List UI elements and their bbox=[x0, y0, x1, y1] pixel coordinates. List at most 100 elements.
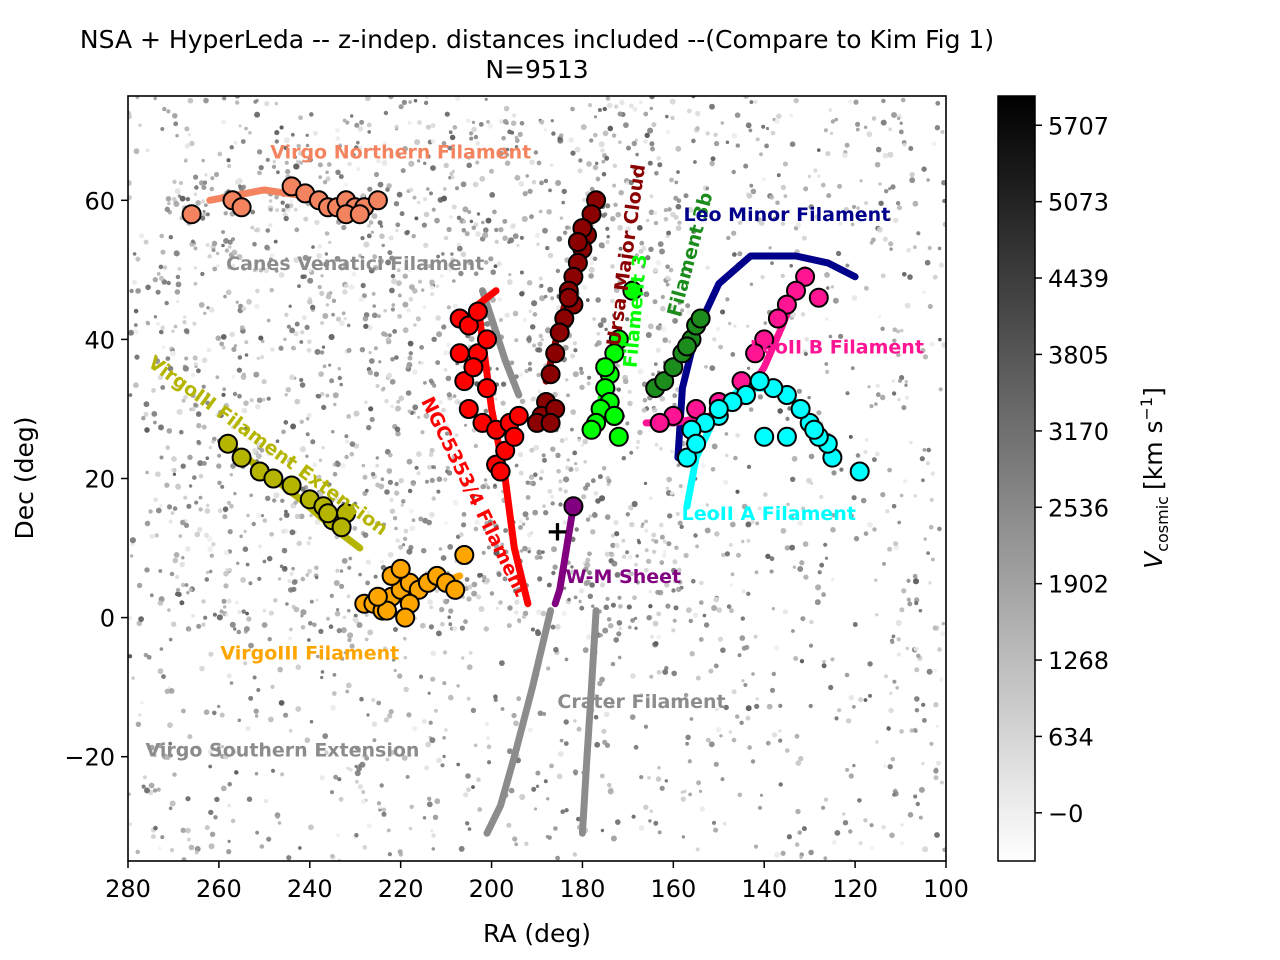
background-galaxy bbox=[340, 627, 347, 634]
background-galaxy bbox=[335, 169, 341, 175]
background-galaxy bbox=[274, 139, 279, 144]
background-galaxy bbox=[350, 114, 354, 118]
background-galaxy bbox=[887, 546, 893, 552]
background-galaxy bbox=[248, 695, 254, 701]
background-galaxy bbox=[443, 368, 448, 372]
background-galaxy bbox=[266, 396, 271, 401]
background-galaxy bbox=[482, 527, 487, 532]
background-galaxy bbox=[334, 255, 341, 262]
background-galaxy bbox=[699, 600, 704, 605]
background-galaxy bbox=[525, 516, 529, 521]
background-galaxy bbox=[289, 571, 294, 576]
background-galaxy bbox=[446, 392, 452, 398]
background-galaxy bbox=[709, 160, 715, 167]
background-galaxy bbox=[564, 437, 569, 441]
background-galaxy bbox=[371, 213, 378, 220]
background-galaxy bbox=[481, 579, 485, 583]
background-galaxy bbox=[731, 737, 737, 743]
filament-members bbox=[181, 176, 870, 628]
background-galaxy bbox=[832, 297, 839, 304]
background-galaxy bbox=[241, 266, 246, 271]
background-galaxy bbox=[400, 503, 405, 507]
background-galaxy bbox=[392, 658, 396, 662]
background-galaxy bbox=[429, 477, 435, 483]
background-galaxy bbox=[644, 548, 649, 553]
background-galaxy bbox=[544, 327, 551, 334]
background-galaxy bbox=[175, 483, 181, 489]
background-galaxy bbox=[600, 317, 607, 324]
background-galaxy bbox=[829, 131, 834, 135]
filament-member-point bbox=[595, 357, 616, 378]
background-galaxy bbox=[765, 740, 771, 746]
background-galaxy bbox=[905, 646, 909, 651]
background-galaxy bbox=[605, 239, 610, 245]
background-galaxy bbox=[506, 822, 512, 828]
background-galaxy bbox=[354, 770, 361, 777]
background-galaxy bbox=[378, 258, 384, 264]
background-galaxy bbox=[745, 705, 752, 712]
background-galaxy bbox=[674, 180, 679, 185]
background-galaxy bbox=[685, 303, 691, 309]
background-galaxy bbox=[613, 519, 619, 526]
background-galaxy bbox=[555, 855, 560, 861]
background-galaxy bbox=[519, 121, 525, 126]
background-galaxy bbox=[471, 581, 478, 588]
background-galaxy bbox=[358, 253, 362, 258]
background-galaxy bbox=[131, 279, 138, 286]
background-galaxy bbox=[668, 267, 674, 273]
background-galaxy bbox=[610, 264, 615, 269]
background-galaxy bbox=[657, 766, 661, 770]
background-galaxy bbox=[174, 188, 181, 195]
background-galaxy bbox=[573, 771, 578, 776]
background-galaxy bbox=[197, 460, 204, 467]
background-galaxy bbox=[364, 755, 370, 761]
background-galaxy bbox=[791, 629, 795, 633]
background-galaxy bbox=[757, 394, 764, 400]
background-galaxy bbox=[286, 855, 292, 861]
background-galaxy bbox=[285, 168, 291, 175]
background-galaxy bbox=[331, 691, 337, 696]
background-galaxy bbox=[899, 121, 903, 125]
background-galaxy bbox=[612, 183, 617, 188]
background-galaxy bbox=[602, 130, 609, 137]
background-galaxy bbox=[778, 703, 783, 709]
background-galaxy bbox=[770, 261, 774, 265]
background-galaxy bbox=[475, 231, 481, 238]
background-galaxy bbox=[921, 762, 925, 766]
filament-member-point bbox=[663, 357, 684, 378]
background-galaxy bbox=[404, 230, 410, 236]
background-galaxy bbox=[417, 415, 421, 419]
background-galaxy bbox=[172, 506, 178, 511]
background-galaxy bbox=[683, 193, 689, 199]
background-galaxy bbox=[230, 424, 236, 430]
background-galaxy bbox=[345, 439, 350, 444]
background-galaxy bbox=[473, 743, 478, 748]
background-galaxy bbox=[146, 654, 152, 660]
background-galaxy bbox=[429, 285, 435, 290]
background-galaxy bbox=[566, 225, 572, 230]
background-galaxy bbox=[405, 390, 412, 396]
background-galaxy bbox=[538, 209, 543, 214]
background-galaxy bbox=[889, 247, 893, 251]
background-galaxy bbox=[719, 734, 723, 738]
background-galaxy bbox=[823, 542, 828, 547]
background-galaxy bbox=[852, 763, 856, 768]
background-galaxy bbox=[174, 574, 180, 580]
background-galaxy bbox=[460, 181, 467, 188]
background-galaxy bbox=[503, 549, 509, 555]
background-galaxy bbox=[412, 369, 418, 375]
background-galaxy bbox=[349, 643, 355, 649]
background-galaxy bbox=[729, 521, 736, 528]
background-galaxy bbox=[485, 578, 490, 583]
background-galaxy bbox=[256, 442, 263, 448]
background-galaxy bbox=[158, 264, 164, 270]
background-galaxy bbox=[572, 852, 578, 857]
background-galaxy bbox=[733, 455, 738, 461]
background-galaxy bbox=[293, 257, 300, 263]
background-galaxy bbox=[201, 461, 207, 466]
background-galaxy bbox=[226, 673, 232, 679]
background-galaxy bbox=[914, 667, 920, 673]
background-galaxy bbox=[441, 324, 447, 330]
background-galaxy bbox=[740, 616, 745, 621]
background-galaxy bbox=[317, 490, 324, 497]
